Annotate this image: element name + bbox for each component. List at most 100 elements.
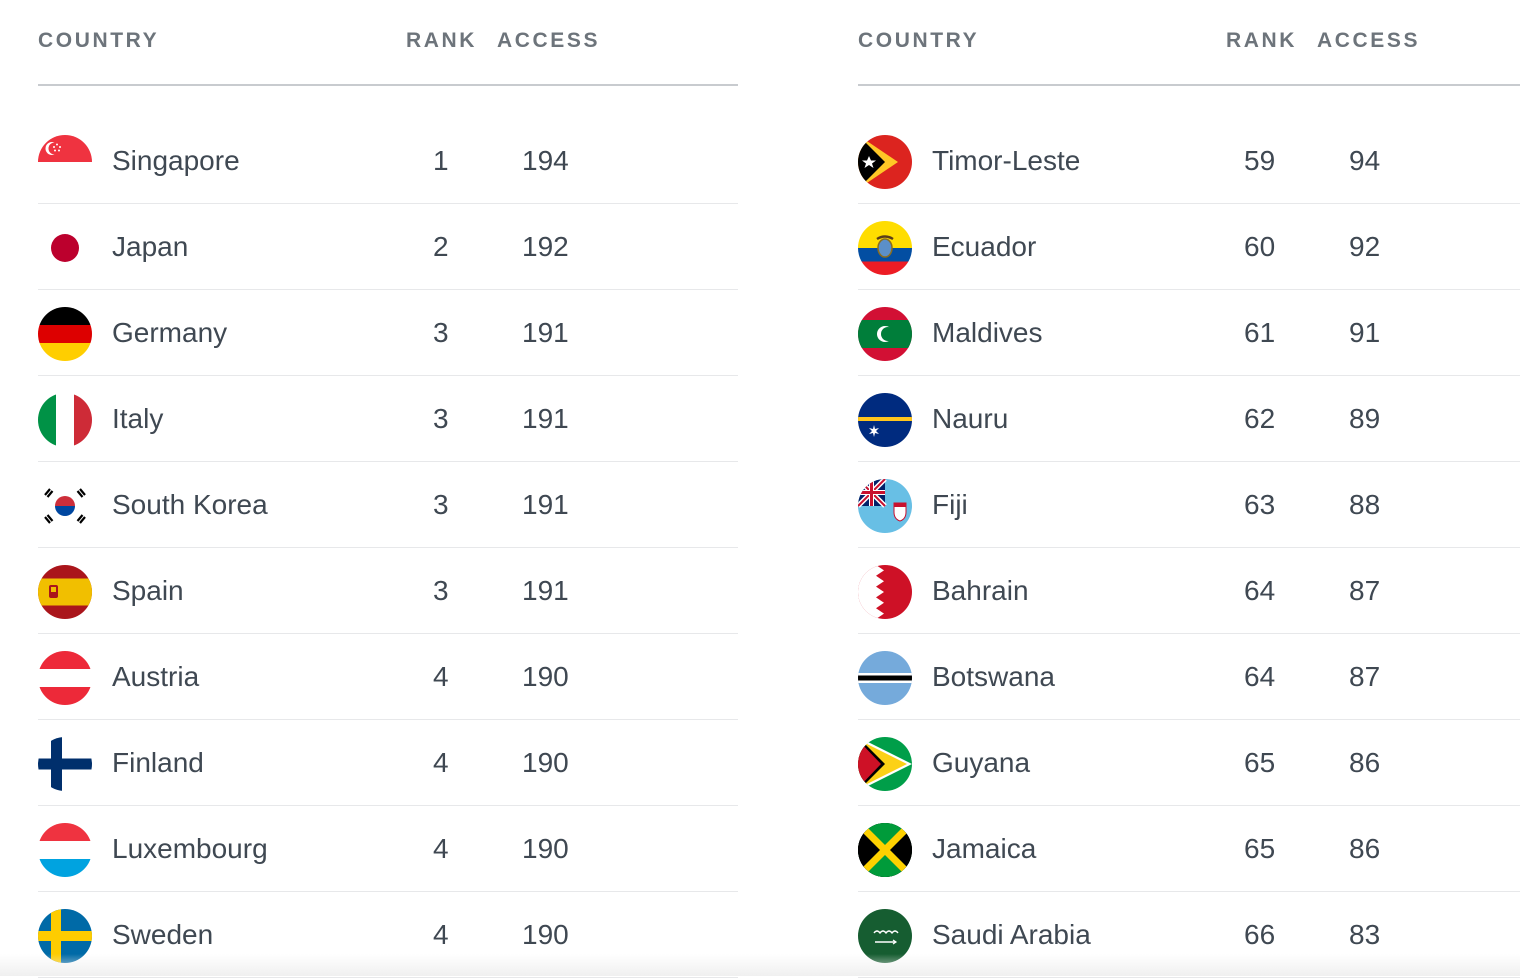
sweden-flag-icon (38, 909, 92, 963)
rank-value: 59 (1244, 145, 1276, 176)
table-row: Austria 4 190 (38, 634, 738, 720)
rank-value: 4 (433, 747, 449, 778)
country-name: Jamaica (932, 833, 1037, 864)
saudi-arabia-flag-icon (858, 909, 912, 963)
rank-value: 3 (433, 403, 449, 434)
fiji-flag-icon (858, 479, 912, 533)
country-name: Singapore (112, 145, 240, 176)
access-value: 87 (1349, 661, 1381, 692)
rank-value: 4 (433, 833, 449, 864)
access-value: 94 (1349, 145, 1381, 176)
table-row: Saudi Arabia 66 83 (858, 892, 1520, 978)
table-row: South Korea 3 191 (38, 462, 738, 548)
column-header-rank: RANK (406, 29, 478, 52)
rank-value: 4 (433, 919, 449, 950)
rank-value: 65 (1244, 833, 1276, 864)
botswana-flag-icon (858, 651, 912, 705)
austria-flag-icon (38, 651, 92, 705)
table-header: COUNTRY RANK ACCESS (38, 0, 738, 86)
table-row: Jamaica 65 86 (858, 806, 1520, 892)
table-row: Germany 3 191 (38, 290, 738, 376)
table-row: Botswana 64 87 (858, 634, 1520, 720)
finland-flag-icon (38, 737, 92, 791)
access-value: 83 (1349, 919, 1381, 950)
country-name: Fiji (932, 489, 968, 520)
country-name: Japan (112, 231, 189, 262)
ranking-table-right: COUNTRY RANK ACCESS Timor-Leste 59 94 Ecuad… (858, 0, 1520, 978)
germany-flag-icon (38, 307, 92, 361)
access-value: 88 (1349, 489, 1381, 520)
access-value: 192 (522, 231, 569, 262)
table-row: Finland 4 190 (38, 720, 738, 806)
access-value: 92 (1349, 231, 1381, 262)
access-value: 190 (522, 747, 569, 778)
column-header-access: ACCESS (1317, 29, 1421, 52)
table-row: Guyana 65 86 (858, 720, 1520, 806)
country-name: Luxembourg (112, 833, 268, 864)
rank-value: 61 (1244, 317, 1276, 348)
access-value: 190 (522, 833, 569, 864)
country-name: Austria (112, 661, 200, 692)
access-value: 194 (522, 145, 569, 176)
country-name: Ecuador (932, 231, 1037, 262)
table-row: Luxembourg 4 190 (38, 806, 738, 892)
country-name: Saudi Arabia (932, 919, 1091, 950)
table-row: Fiji 63 88 (858, 462, 1520, 548)
table-row: Italy 3 191 (38, 376, 738, 462)
south-korea-flag-icon (38, 479, 92, 533)
country-name: Bahrain (932, 575, 1029, 606)
spain-flag-icon (38, 565, 92, 619)
ranking-table-left: COUNTRY RANK ACCESS Singapore 1 194 Japan 2 1… (38, 0, 738, 978)
access-value: 89 (1349, 403, 1381, 434)
access-value: 86 (1349, 833, 1381, 864)
access-value: 190 (522, 919, 569, 950)
table-row: Maldives 61 91 (858, 290, 1520, 376)
table-row: Singapore 1 194 (38, 118, 738, 204)
guyana-flag-icon (858, 737, 912, 791)
country-name: Maldives (932, 317, 1043, 348)
table-row: Japan 2 192 (38, 204, 738, 290)
country-name: Finland (112, 747, 204, 778)
country-name: South Korea (112, 489, 268, 520)
country-name: Botswana (932, 661, 1055, 692)
access-value: 91 (1349, 317, 1381, 348)
column-header-rank: RANK (1226, 29, 1298, 52)
table-body: Singapore 1 194 Japan 2 192 Germany 3 191 Italy 3 1… (38, 118, 738, 978)
access-value: 190 (522, 661, 569, 692)
rank-value: 65 (1244, 747, 1276, 778)
rank-value: 4 (433, 661, 449, 692)
access-value: 87 (1349, 575, 1381, 606)
country-name: Timor-Leste (932, 145, 1081, 176)
japan-flag-icon (38, 221, 92, 275)
rank-value: 1 (433, 145, 449, 176)
bahrain-flag-icon (858, 565, 912, 619)
luxembourg-flag-icon (38, 823, 92, 877)
access-value: 191 (522, 489, 569, 520)
table-body: Timor-Leste 59 94 Ecuador 60 92 Maldives 61 91 Na… (858, 118, 1520, 978)
table-row: Ecuador 60 92 (858, 204, 1520, 290)
country-name: Italy (112, 403, 164, 434)
rank-value: 3 (433, 575, 449, 606)
maldives-flag-icon (858, 307, 912, 361)
column-header-country: COUNTRY (858, 29, 980, 52)
jamaica-flag-icon (858, 823, 912, 877)
rank-value: 3 (433, 489, 449, 520)
table-row: Sweden 4 190 (38, 892, 738, 978)
column-header-country: COUNTRY (38, 29, 160, 52)
access-value: 191 (522, 403, 569, 434)
italy-flag-icon (38, 393, 92, 447)
country-name: Nauru (932, 403, 1009, 434)
timor-leste-flag-icon (858, 135, 912, 189)
rank-value: 2 (433, 231, 449, 262)
rank-value: 66 (1244, 919, 1276, 950)
rank-value: 64 (1244, 575, 1276, 606)
nauru-flag-icon (858, 393, 912, 447)
rank-value: 63 (1244, 489, 1276, 520)
ecuador-flag-icon (858, 221, 912, 275)
rank-value: 64 (1244, 661, 1276, 692)
table-row: Spain 3 191 (38, 548, 738, 634)
table-header: COUNTRY RANK ACCESS (858, 0, 1520, 86)
rank-value: 3 (433, 317, 449, 348)
access-value: 191 (522, 575, 569, 606)
country-name: Spain (112, 575, 184, 606)
